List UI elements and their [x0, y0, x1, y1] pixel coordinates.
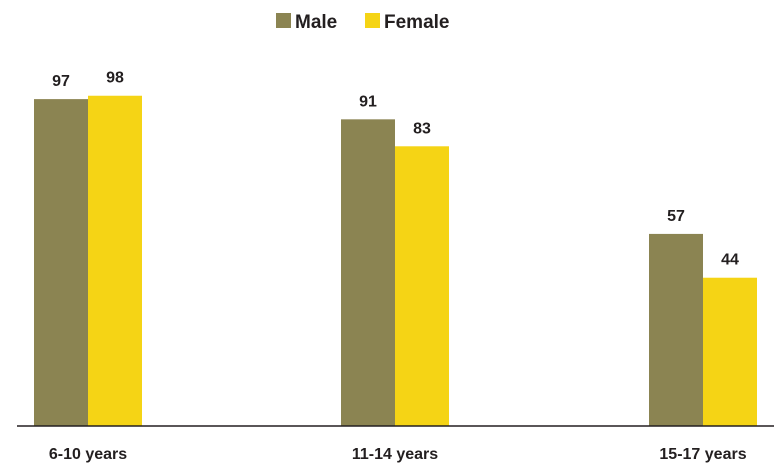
legend-label-male: Male [295, 12, 337, 33]
bar-female-2 [703, 277, 757, 426]
category-label-1: 11-14 years [352, 446, 438, 463]
bar-male-1 [341, 119, 395, 426]
legend: Male Female [276, 12, 449, 33]
value-labels-group: 97 98 91 83 57 44 [52, 70, 739, 269]
legend-label-female: Female [384, 12, 449, 33]
value-label-male-2: 57 [667, 208, 685, 225]
value-label-male-1: 91 [359, 93, 377, 110]
category-label-2: 15-17 years [659, 446, 746, 463]
category-label-0: 6-10 years [49, 446, 127, 463]
bar-female-1 [395, 146, 449, 427]
value-label-female-1: 83 [413, 120, 431, 137]
bars-group [34, 95, 757, 427]
value-label-female-2: 44 [721, 252, 739, 269]
bar-female-0 [88, 95, 142, 427]
category-labels-group: 6-10 years 11-14 years 15-17 years [49, 446, 747, 463]
legend-swatch-male [276, 13, 291, 28]
bar-male-0 [34, 99, 88, 427]
legend-swatch-female [365, 13, 380, 28]
value-label-female-0: 98 [106, 70, 124, 87]
bar-male-2 [649, 233, 703, 426]
value-label-male-0: 97 [52, 73, 70, 90]
